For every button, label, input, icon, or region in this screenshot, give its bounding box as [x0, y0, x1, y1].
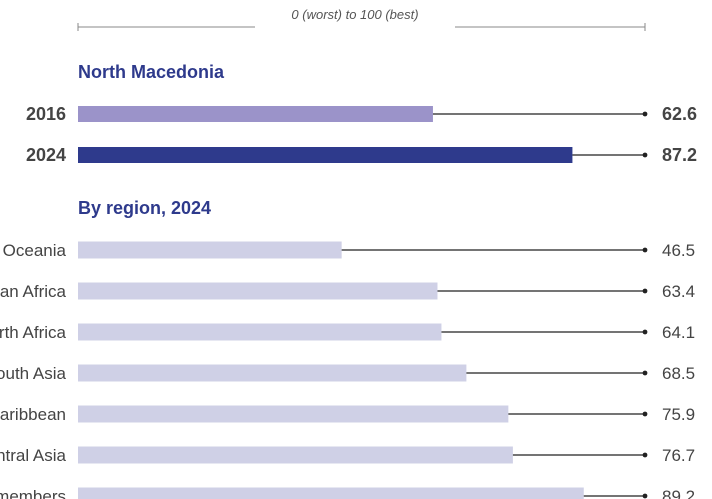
- leader-dot-oceania: [642, 247, 648, 253]
- scale-label: 0 (worst) to 100 (best): [291, 7, 418, 22]
- bar-oecd-members: [78, 487, 584, 499]
- leader-dot-east-south-asia: [642, 370, 648, 376]
- bar-oceania: [78, 241, 342, 259]
- scale-axis: 0 (worst) to 100 (best): [77, 6, 646, 31]
- category-label-east-south-asia: East & South Asia: [0, 364, 67, 383]
- category-label-2024: 2024: [26, 145, 66, 165]
- category-label-sub-saharan-africa: Sub-Saharan Africa: [0, 282, 67, 301]
- bar-middle-east-north-africa: [78, 323, 442, 341]
- section-title: North Macedonia: [78, 62, 225, 82]
- category-label-oceania: Oceania: [3, 241, 67, 260]
- bar-2024: [78, 147, 573, 163]
- value-label-sub-saharan-africa: 63.4: [662, 282, 695, 301]
- bar-east-south-asia: [78, 364, 467, 382]
- value-label-middle-east-north-africa: 64.1: [662, 323, 695, 342]
- category-label-middle-east-north-africa: Middle East & North Africa: [0, 323, 67, 342]
- bar-eastern-europe-central-asia: [78, 446, 513, 464]
- category-label-oecd-members: OECD members: [0, 487, 66, 499]
- leader-dot-2024: [642, 152, 648, 158]
- leader-dot-latin-america-the-caribbean: [642, 411, 648, 417]
- scale-label-background: [255, 6, 455, 28]
- value-label-2024: 87.2: [662, 145, 697, 165]
- value-label-2016: 62.6: [662, 104, 697, 124]
- bar-2016: [78, 106, 433, 122]
- section-north-macedonia: North Macedonia 2016 62.6 2024 87.2: [26, 62, 697, 165]
- leader-dot-middle-east-north-africa: [642, 329, 648, 335]
- leader-dot-oecd-members: [642, 493, 648, 499]
- leader-dot-sub-saharan-africa: [642, 288, 648, 294]
- section-by-region-2024: By region, 2024 Oceania 46.5 Sub-Saharan Af…: [0, 198, 695, 499]
- value-label-east-south-asia: 68.5: [662, 364, 695, 383]
- leader-dot-eastern-europe-central-asia: [642, 452, 648, 458]
- chart-sections: North Macedonia 2016 62.6 2024 87.2 By region…: [0, 62, 697, 499]
- section-title: By region, 2024: [78, 198, 211, 218]
- category-label-2016: 2016: [26, 104, 66, 124]
- value-label-latin-america-the-caribbean: 75.9: [662, 405, 695, 424]
- value-label-eastern-europe-central-asia: 76.7: [662, 446, 695, 465]
- bar-latin-america-the-caribbean: [78, 405, 509, 423]
- value-label-oecd-members: 89.2: [662, 487, 695, 499]
- category-label-eastern-europe-central-asia: Eastern Europe & Central Asia: [0, 446, 67, 465]
- value-label-oceania: 46.5: [662, 241, 695, 260]
- category-label-latin-america-the-caribbean: Latin America & the Caribbean: [0, 405, 66, 424]
- leader-dot-2016: [642, 111, 648, 117]
- bar-sub-saharan-africa: [78, 282, 438, 300]
